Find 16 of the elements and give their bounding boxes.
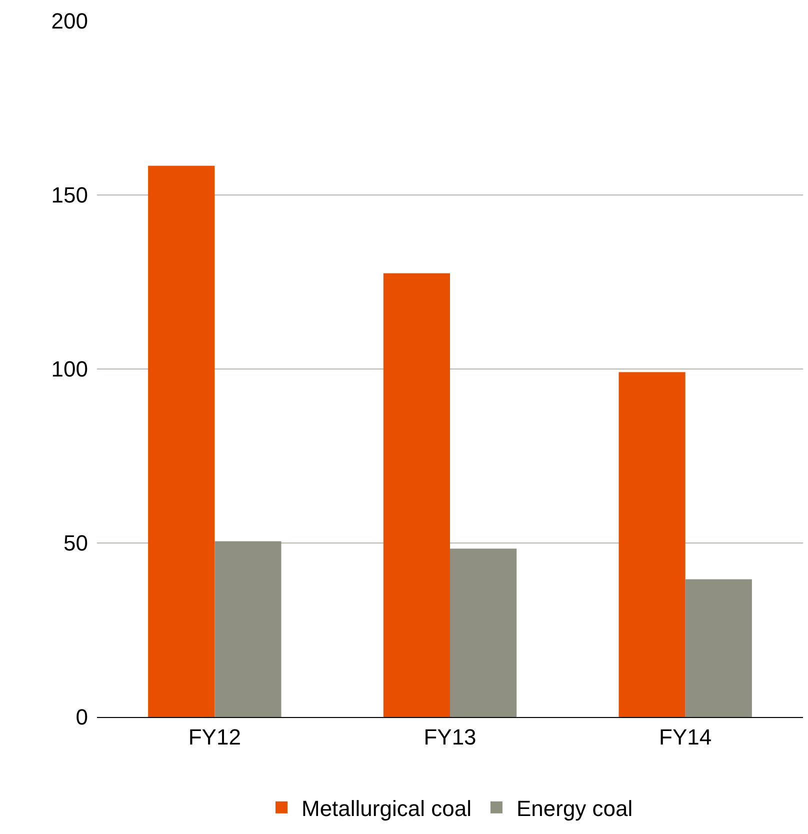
bar	[618, 372, 686, 717]
x-tick-label: FY12	[188, 724, 241, 750]
legend-label: Metallurgical coal	[302, 796, 472, 821]
y-tick-label: 0	[76, 704, 88, 730]
y-tick-label: 100	[51, 356, 88, 382]
bar	[685, 579, 752, 717]
bar	[148, 166, 215, 717]
bar	[450, 548, 517, 717]
x-tick-label: FY13	[424, 724, 476, 750]
bar	[214, 541, 282, 717]
bar	[383, 273, 450, 717]
y-tick-label: 150	[51, 182, 88, 208]
y-tick-label: 200	[51, 8, 88, 34]
legend-label: Energy coal	[516, 796, 633, 821]
x-tick-label: FY14	[659, 724, 712, 750]
y-tick-label: 50	[64, 530, 88, 556]
